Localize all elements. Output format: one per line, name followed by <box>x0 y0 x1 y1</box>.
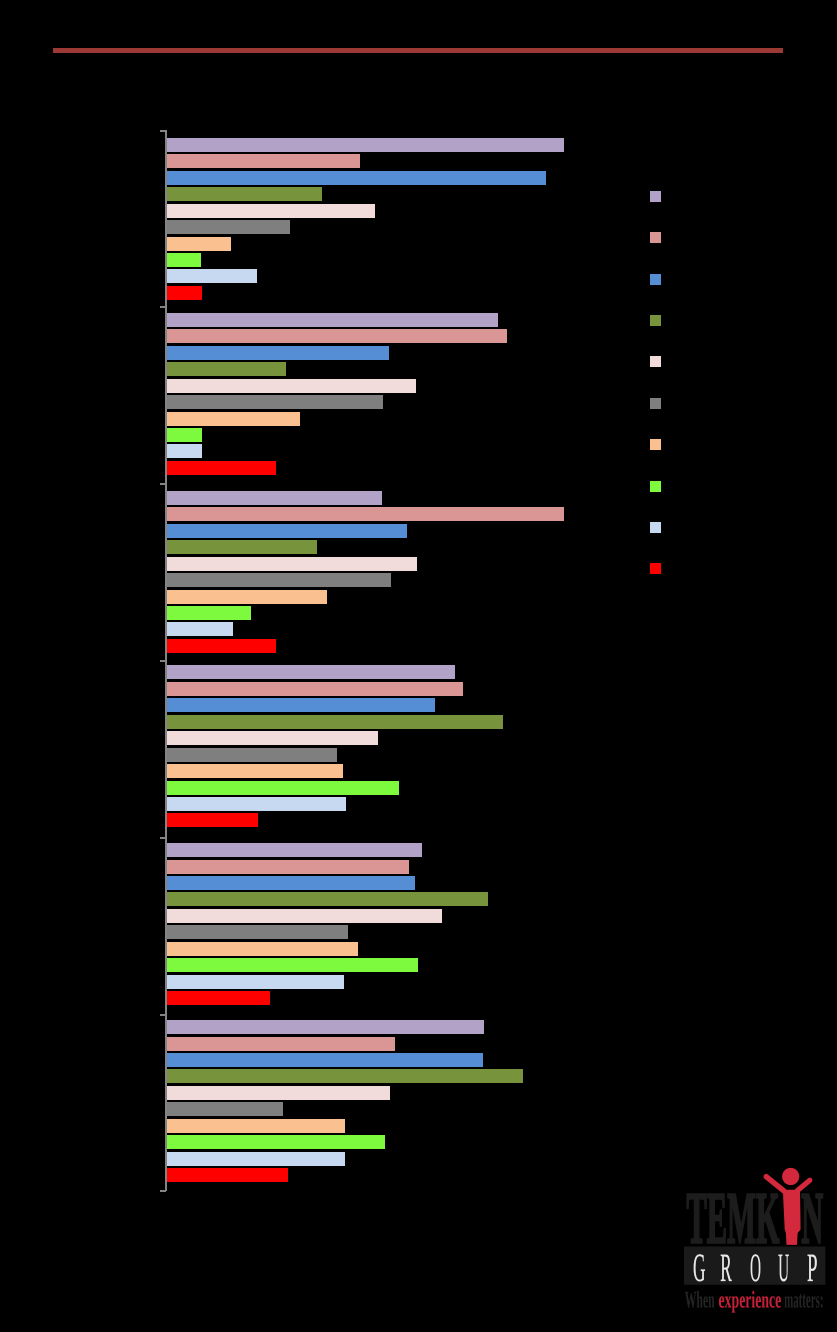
svg-text:P: P <box>807 1245 818 1290</box>
svg-text:R: R <box>720 1245 732 1290</box>
svg-text:U: U <box>778 1245 789 1290</box>
svg-text:O: O <box>750 1245 761 1290</box>
svg-text:TEMK: TEMK <box>687 1178 780 1259</box>
svg-text:When: When <box>685 1288 715 1314</box>
svg-text:matters:: matters: <box>784 1288 823 1314</box>
svg-text:G: G <box>693 1245 706 1290</box>
svg-text:experience: experience <box>719 1288 782 1314</box>
svg-text:N: N <box>801 1178 823 1259</box>
